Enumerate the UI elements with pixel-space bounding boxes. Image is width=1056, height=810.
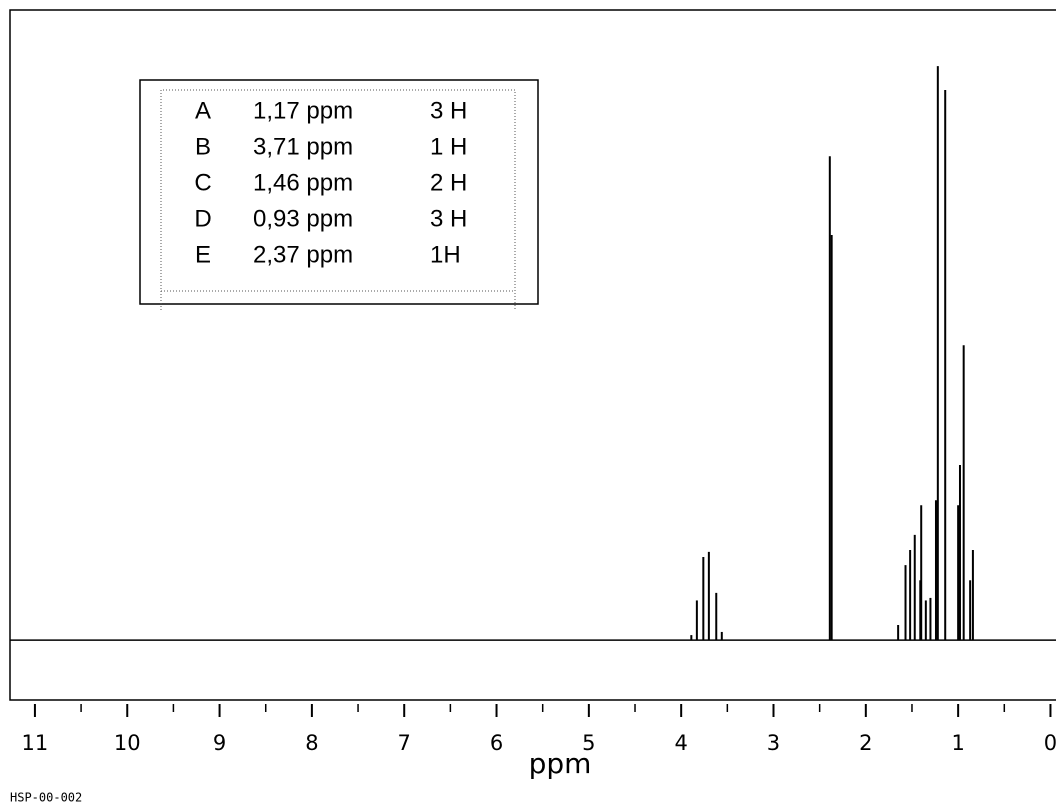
annotation-text: 3 H	[430, 205, 467, 232]
annotation-text: D	[194, 205, 211, 232]
annotation-text: 0,93 ppm	[253, 205, 353, 232]
annotation-text: E	[195, 241, 211, 268]
x-tick-label: 10	[114, 731, 141, 755]
annotation-text: A	[195, 97, 211, 124]
spectrum-id: HSP-00-002	[10, 791, 82, 805]
x-tick-label: 8	[305, 731, 318, 755]
annotation-text: C	[194, 169, 211, 196]
annotation-inner-border	[160, 89, 516, 310]
annotation-text: B	[195, 133, 211, 160]
x-tick-label: 7	[398, 731, 411, 755]
annotation-text: 2 H	[430, 169, 467, 196]
x-tick-label: 4	[674, 731, 687, 755]
annotation-text: 1,46 ppm	[253, 169, 353, 196]
x-tick-label: 3	[767, 731, 780, 755]
x-tick-label: 1	[951, 731, 964, 755]
plot-frame	[9, 9, 1056, 701]
x-tick-label: 11	[22, 731, 49, 755]
x-tick-label: 9	[213, 731, 226, 755]
x-tick-label: 5	[582, 731, 595, 755]
x-axis-label: ppm	[529, 747, 592, 780]
annotation-text: 3 H	[430, 97, 467, 124]
annotation-text: 3,71 ppm	[253, 133, 353, 160]
annotation-text: 1,17 ppm	[253, 97, 353, 124]
x-tick-label: 2	[859, 731, 872, 755]
annotation-box	[139, 79, 539, 305]
x-tick-label: 6	[490, 731, 503, 755]
annotation-text: 2,37 ppm	[253, 241, 353, 268]
annotation-text: 1 H	[430, 133, 467, 160]
annotation-text: 1H	[430, 241, 461, 268]
x-tick-label: 0	[1044, 731, 1056, 755]
